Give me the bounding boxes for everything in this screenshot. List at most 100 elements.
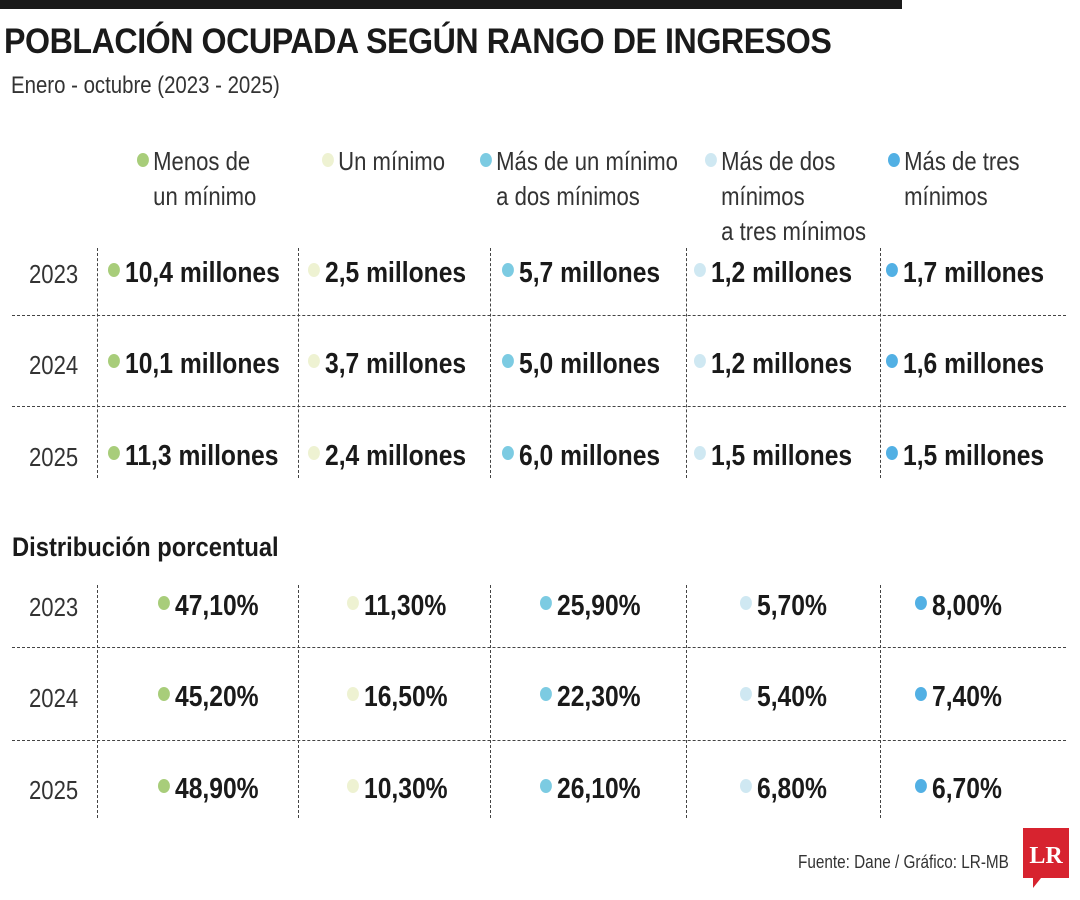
table-cell: 5,70% — [740, 590, 827, 623]
year-label: 2025 — [29, 442, 79, 472]
bullet-dot-icon — [108, 263, 120, 277]
table-cell: 1,6 millones — [886, 348, 1044, 381]
bullet-dot-icon — [322, 153, 334, 167]
table-cell: 48,90% — [158, 773, 259, 806]
grid-divider-horizontal — [12, 740, 1066, 741]
cell-value: 22,30% — [557, 681, 641, 713]
table-cell: 25,90% — [540, 590, 641, 623]
bullet-dot-icon — [502, 263, 514, 277]
cell-value: 26,10% — [557, 773, 641, 805]
legend-label: Más de un mínimo a dos mínimos — [496, 146, 678, 211]
grid-divider-horizontal — [12, 315, 1066, 316]
bullet-dot-icon — [158, 687, 170, 701]
table-cell: 10,30% — [347, 773, 448, 806]
table-cell: 1,7 millones — [886, 257, 1044, 290]
cell-value: 6,70% — [932, 773, 1002, 805]
bullet-dot-icon — [886, 263, 898, 277]
year-label: 2024 — [29, 683, 79, 713]
table-cell: 6,80% — [740, 773, 827, 806]
bullet-dot-icon — [740, 596, 752, 610]
table-cell: 2,5 millones — [308, 257, 466, 290]
cell-value: 1,6 millones — [903, 348, 1045, 380]
bullet-dot-icon — [347, 687, 359, 701]
grid-divider-horizontal — [12, 406, 1066, 407]
cell-value: 25,90% — [557, 590, 641, 622]
cell-value: 2,5 millones — [325, 257, 467, 289]
bullet-dot-icon — [694, 446, 706, 460]
source-note: Fuente: Dane / Gráfico: LR-MB — [798, 852, 1009, 872]
table-cell: 6,70% — [915, 773, 1002, 806]
cell-value: 10,30% — [364, 773, 448, 805]
grid-divider-vertical — [298, 248, 299, 478]
grid-divider-vertical — [490, 585, 491, 818]
cell-value: 11,3 millones — [125, 440, 279, 472]
bullet-dot-icon — [108, 354, 120, 368]
table-cell: 10,1 millones — [108, 348, 280, 381]
bullet-dot-icon — [347, 596, 359, 610]
bullet-dot-icon — [740, 779, 752, 793]
bullet-dot-icon — [540, 596, 552, 610]
bullet-dot-icon — [108, 446, 120, 460]
legend-item: Un mínimo — [322, 144, 445, 179]
cell-value: 8,00% — [932, 590, 1002, 622]
table-cell: 3,7 millones — [308, 348, 466, 381]
legend-label: Más de tres mínimos — [904, 146, 1020, 211]
legend-item: Más de un mínimo a dos mínimos — [480, 144, 678, 214]
table-cell: 16,50% — [347, 681, 448, 714]
cell-value: 1,5 millones — [711, 440, 853, 472]
bullet-dot-icon — [740, 687, 752, 701]
legend-label: Más de dos mínimos a tres mínimos — [721, 146, 867, 246]
legend-label: Menos de un mínimo — [153, 146, 257, 211]
table-cell: 6,0 millones — [502, 440, 660, 473]
top-rule — [0, 0, 902, 9]
cell-value: 1,7 millones — [903, 257, 1045, 289]
section-title: Distribución porcentual — [12, 532, 279, 562]
grid-divider-vertical — [880, 248, 881, 478]
cell-value: 5,7 millones — [519, 257, 661, 289]
bullet-dot-icon — [158, 779, 170, 793]
cell-value: 16,50% — [364, 681, 448, 713]
cell-value: 6,80% — [757, 773, 827, 805]
lr-logo-icon: LR — [1023, 828, 1069, 888]
bullet-dot-icon — [502, 354, 514, 368]
cell-value: 3,7 millones — [325, 348, 467, 380]
bullet-dot-icon — [347, 779, 359, 793]
cell-value: 11,30% — [364, 590, 447, 622]
bullet-dot-icon — [308, 263, 320, 277]
table-cell: 11,30% — [347, 590, 446, 623]
grid-divider-vertical — [686, 248, 687, 478]
cell-value: 1,2 millones — [711, 348, 853, 380]
cell-value: 47,10% — [175, 590, 259, 622]
bullet-dot-icon — [137, 153, 149, 167]
bullet-dot-icon — [480, 153, 492, 167]
cell-value: 2,4 millones — [325, 440, 467, 472]
bullet-dot-icon — [694, 354, 706, 368]
bullet-dot-icon — [540, 687, 552, 701]
table-cell: 5,7 millones — [502, 257, 660, 290]
bullet-dot-icon — [158, 596, 170, 610]
cell-value: 1,5 millones — [903, 440, 1045, 472]
table-cell: 8,00% — [915, 590, 1002, 623]
grid-divider-vertical — [298, 585, 299, 818]
logo-text: LR — [1029, 843, 1063, 869]
cell-value: 10,1 millones — [125, 348, 280, 380]
bullet-dot-icon — [694, 263, 706, 277]
year-label: 2025 — [29, 775, 79, 805]
cell-value: 45,20% — [175, 681, 259, 713]
year-label: 2023 — [29, 592, 79, 622]
table-cell: 5,0 millones — [502, 348, 660, 381]
table-cell: 1,5 millones — [886, 440, 1044, 473]
bullet-dot-icon — [915, 687, 927, 701]
table-cell: 26,10% — [540, 773, 641, 806]
cell-value: 5,40% — [757, 681, 827, 713]
table-cell: 1,2 millones — [694, 348, 852, 381]
table-cell: 45,20% — [158, 681, 259, 714]
legend-label: Un mínimo — [338, 146, 445, 176]
cell-value: 48,90% — [175, 773, 259, 805]
bullet-dot-icon — [886, 354, 898, 368]
grid-divider-vertical — [97, 585, 98, 818]
bullet-dot-icon — [886, 446, 898, 460]
cell-value: 1,2 millones — [711, 257, 853, 289]
bullet-dot-icon — [705, 153, 717, 167]
table-cell: 7,40% — [915, 681, 1002, 714]
